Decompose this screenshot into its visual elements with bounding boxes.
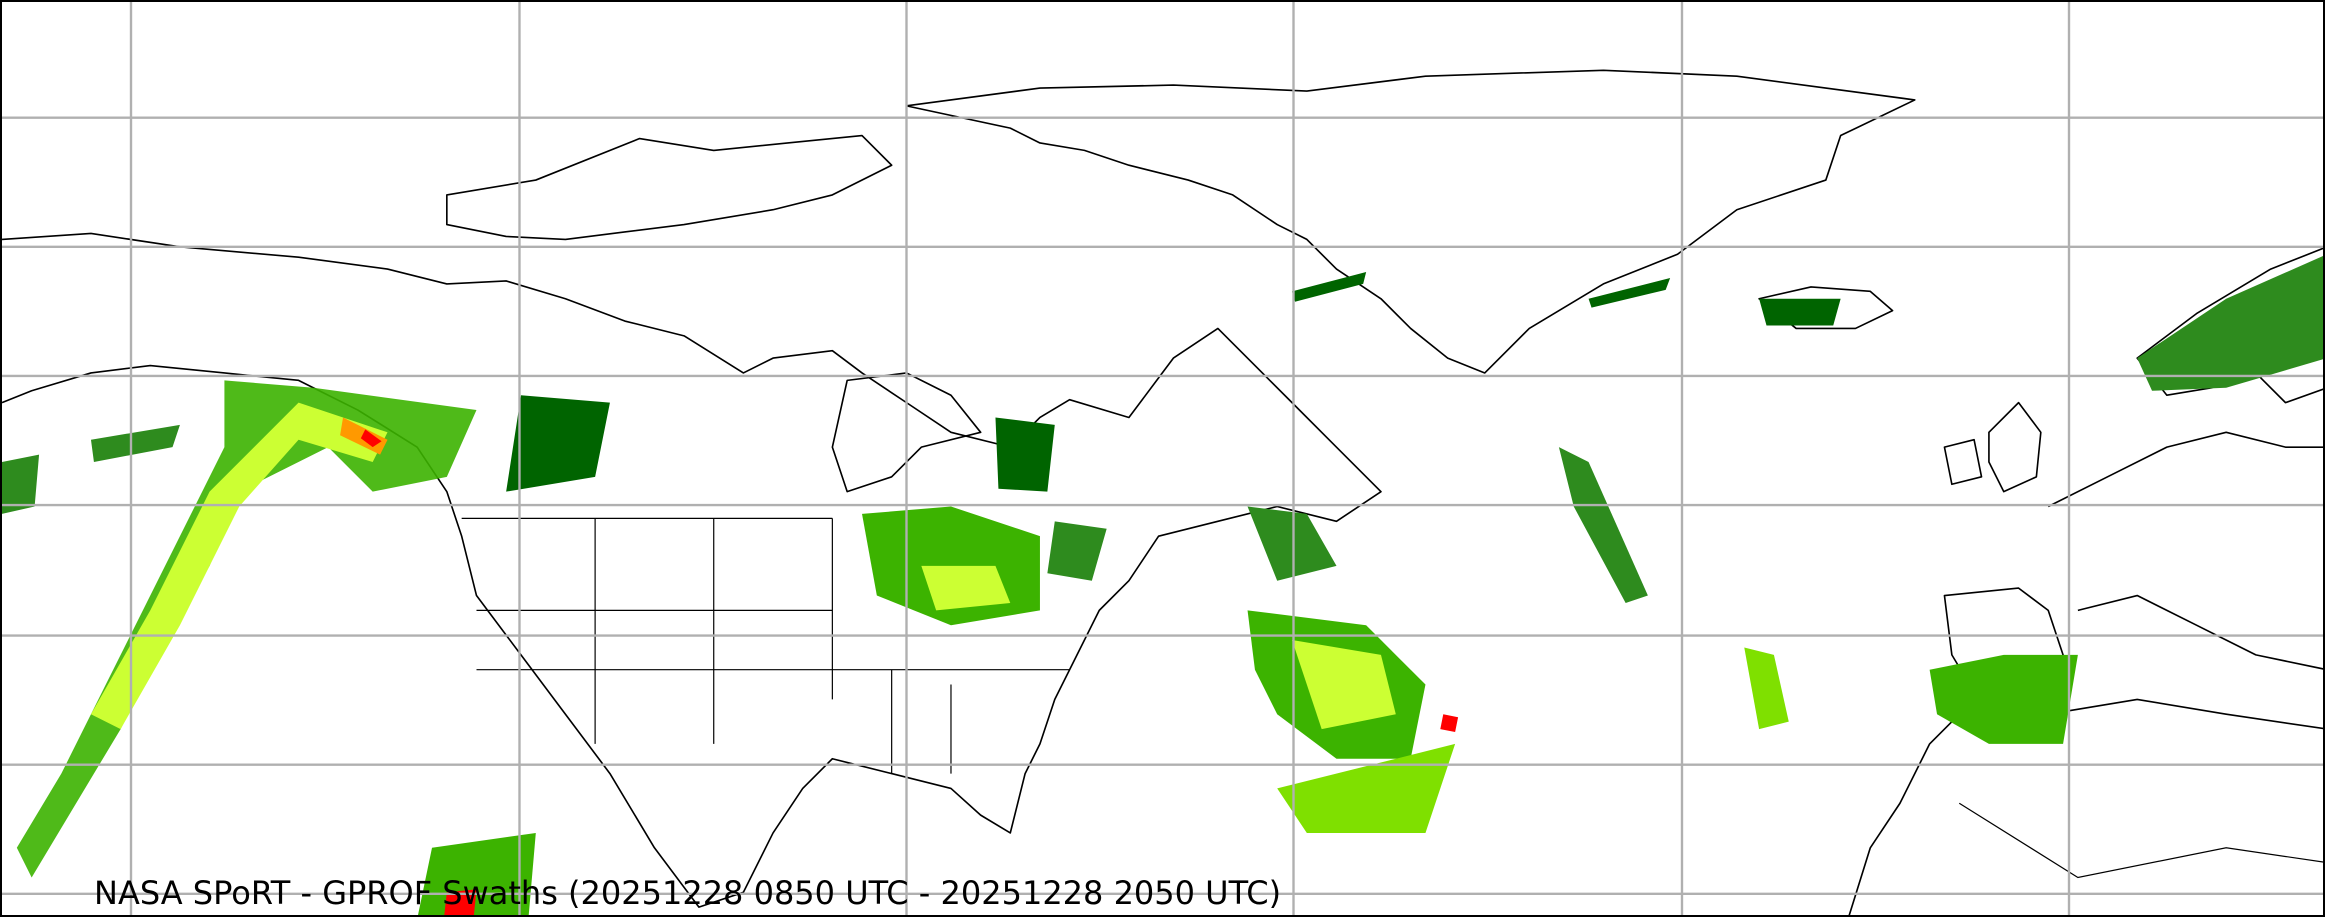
precip-bc-max xyxy=(360,429,382,448)
north-america-coast xyxy=(2,232,1382,908)
precip-pacific-core xyxy=(90,402,388,730)
precip-alaska xyxy=(2,424,180,514)
map-title: NASA SPoRT - GPROF Swaths (20251228 0850… xyxy=(94,874,1282,912)
precip-canada xyxy=(506,395,1055,492)
precip-norway xyxy=(2137,256,2323,391)
precip-mid-atlantic xyxy=(1558,447,1648,603)
precip-iberia-africa xyxy=(1929,654,2078,744)
precip-gulf-red xyxy=(444,889,477,915)
coastlines xyxy=(2,69,2323,915)
country-borders xyxy=(461,517,2323,879)
africa-coast xyxy=(1848,698,2323,915)
scandinavia-coast xyxy=(2136,247,2323,404)
precip-great-lakes-core xyxy=(921,565,1011,611)
precip-ne-canada xyxy=(1047,506,1337,581)
greenland-coast xyxy=(905,69,1916,374)
british-isles-coast xyxy=(1943,401,2042,493)
precip-azores xyxy=(1744,647,1789,730)
precipitation-swaths xyxy=(2,256,2323,915)
iceland-coast xyxy=(1758,286,1894,330)
precip-atlantic-core xyxy=(1292,640,1396,730)
canadian-archipelago-coast xyxy=(446,134,893,241)
hudson-bay-coast xyxy=(831,372,982,493)
precip-atlantic-south xyxy=(1277,743,1456,833)
precip-atlantic-red xyxy=(1440,714,1459,733)
precip-greenland-strip xyxy=(1292,272,1671,308)
precip-iceland xyxy=(1759,298,1841,326)
